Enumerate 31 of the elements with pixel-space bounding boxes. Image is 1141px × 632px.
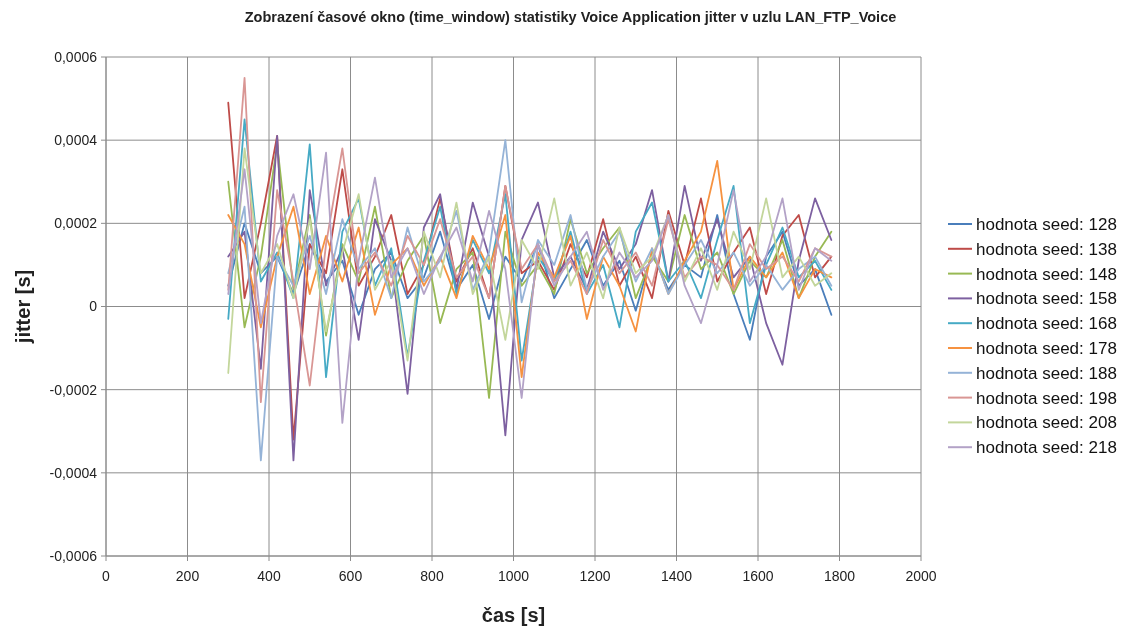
legend-label: hodnota seed: 138 xyxy=(976,239,1117,259)
legend-label: hodnota seed: 188 xyxy=(976,363,1117,383)
y-tick-label: -0,0006 xyxy=(49,547,98,564)
y-tick-label: 0,0002 xyxy=(54,215,98,232)
x-tick-label: 1600 xyxy=(742,568,774,584)
legend-label: hodnota seed: 158 xyxy=(976,289,1117,309)
y-tick-label: 0 xyxy=(89,298,98,315)
legend-label: hodnota seed: 148 xyxy=(976,264,1117,284)
y-tick-label: -0,0004 xyxy=(49,464,98,481)
legend-label: hodnota seed: 178 xyxy=(976,338,1117,358)
legend-label: hodnota seed: 198 xyxy=(976,388,1117,408)
legend-label: hodnota seed: 218 xyxy=(976,438,1117,458)
x-tick-label: 600 xyxy=(338,568,363,584)
x-tick-label: 1000 xyxy=(497,568,530,584)
legend-label: hodnota seed: 208 xyxy=(976,413,1117,433)
x-axis-title: čas [s] xyxy=(481,604,546,626)
legend-label: hodnota seed: 168 xyxy=(976,314,1117,334)
x-tick-label: 200 xyxy=(175,568,200,584)
x-tick-label: 800 xyxy=(420,568,444,584)
chart-title: Zobrazení časové okno (time_window) statistiky Voice Application jitter v uzlu LAN_FTP_Voice xyxy=(244,9,897,25)
x-tick-label: 1200 xyxy=(579,568,611,584)
x-tick-label: 1800 xyxy=(823,568,856,584)
y-tick-label: 0,0006 xyxy=(54,48,98,65)
legend-label: hodnota seed: 128 xyxy=(976,214,1117,234)
y-axis-title: jitter [s] xyxy=(12,269,34,345)
x-tick-label: 2000 xyxy=(905,568,937,584)
y-tick-label: 0,0004 xyxy=(54,132,98,149)
x-tick-label: 1400 xyxy=(660,568,693,584)
x-tick-label: 0 xyxy=(102,568,111,584)
x-tick-label: 400 xyxy=(257,568,281,584)
y-tick-label: -0,0002 xyxy=(49,381,98,398)
